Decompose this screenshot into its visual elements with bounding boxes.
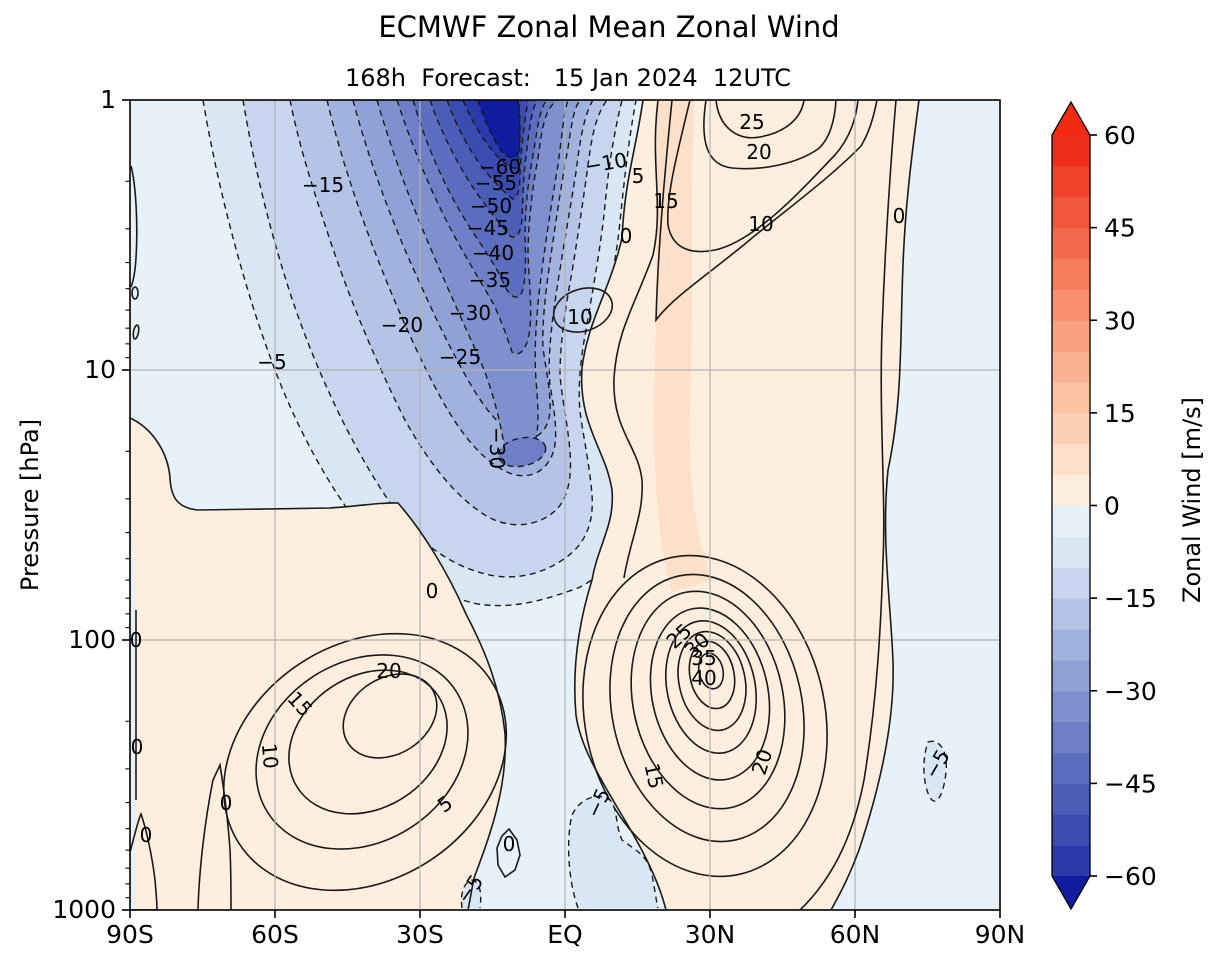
colorbar-segment [1052, 412, 1090, 445]
contour-lines [130, 100, 920, 910]
y-axis: 1 10 100 1000 [52, 85, 130, 924]
contour-label: 15 [640, 761, 669, 791]
colorbar-segment [1052, 320, 1090, 352]
contour-label: 40 [691, 666, 716, 690]
chart-subtitle: 168h Forecast: 15 Jan 2024 12UTC [344, 64, 792, 92]
colorbar-tick-label: 30 [1104, 306, 1136, 335]
colorbar-segment [1052, 598, 1090, 630]
chart-title: ECMWF Zonal Mean Zonal Wind [378, 10, 840, 44]
colorbar-segment [1052, 567, 1090, 599]
colorbar-tick-label: −45 [1104, 769, 1157, 798]
colorbar-segment [1052, 505, 1090, 537]
contour-label: −30 [485, 427, 509, 469]
x-tick-label: 30S [396, 920, 444, 949]
contour-label: 0 [426, 579, 439, 603]
y-tick-label: 1000 [52, 895, 116, 924]
colorbar-tick-label: 15 [1104, 399, 1136, 428]
contour-label: −30 [449, 301, 491, 325]
colorbar-segment [1052, 474, 1090, 507]
y-tick-label: 1 [100, 85, 116, 114]
colorbar-segment [1052, 629, 1090, 661]
colorbar-segment [1052, 814, 1090, 846]
colorbar-segment [1052, 351, 1090, 383]
colorbar-segment [1052, 227, 1090, 260]
colorbar-segment [1052, 783, 1090, 815]
colorbar-segment [1052, 258, 1090, 290]
contour-label: 25 [739, 110, 764, 134]
colorbar-segment [1052, 690, 1090, 723]
contour-label: 5 [632, 164, 645, 188]
colorbar-segment [1052, 289, 1090, 321]
colorbar-tick-label: −15 [1104, 584, 1157, 613]
contour-label: −45 [467, 216, 509, 240]
contour-label: −60 [479, 155, 521, 179]
x-tick-label: 60N [830, 920, 881, 949]
contour-label: −50 [470, 194, 512, 218]
colorbar-over-arrow [1052, 102, 1090, 135]
contour-label: 10 [748, 212, 773, 236]
colorbar-segment [1052, 536, 1090, 568]
contour-label: −40 [472, 241, 514, 265]
x-axis: 90S 60S 30S EQ 30N 60N 90N [106, 910, 1025, 949]
contour-label: −5 [257, 350, 286, 374]
contour-label: −25 [439, 345, 481, 369]
contour-label: 0 [503, 832, 516, 856]
contour-label: 0 [130, 628, 143, 652]
colorbar-tick-label: 60 [1104, 121, 1136, 150]
colorbar-tick-label: −30 [1104, 677, 1157, 706]
contour-label: 10 [567, 305, 592, 329]
contour-label: 0 [220, 791, 233, 815]
x-tick-label: 90N [975, 920, 1026, 949]
colorbar-segment [1052, 196, 1090, 229]
contour-label: 20 [376, 659, 401, 683]
y-tick-label: 100 [68, 625, 116, 654]
contour-label: 0 [620, 224, 633, 248]
colorbar-tick-label: −60 [1104, 862, 1157, 891]
colorbar-segment [1052, 135, 1090, 167]
colorbar-segment [1052, 659, 1090, 692]
x-tick-label: 90S [106, 920, 154, 949]
contour-label: 15 [653, 189, 678, 213]
contour-label: −55 [475, 171, 517, 195]
x-tick-label: 60S [251, 920, 299, 949]
x-tick-label: 30N [685, 920, 736, 949]
contour-label: −20 [381, 313, 423, 337]
colorbar: 60 45 30 15 0 −15 −30 −45 −60 [1051, 100, 1157, 911]
colorbar-segment [1052, 845, 1090, 877]
colorbar-segment [1052, 752, 1090, 784]
colorbar-segment [1052, 165, 1090, 198]
contour-label: −15 [302, 173, 344, 197]
gridlines [130, 100, 1000, 910]
contour-label: 20 [746, 140, 771, 164]
colorbar-tick-label: 0 [1104, 492, 1120, 521]
contour-label: 35 [691, 646, 716, 670]
colorbar-segment [1052, 382, 1090, 414]
contour-label: 0 [131, 735, 144, 759]
contour-label: −35 [469, 268, 511, 292]
contour-label: 10 [257, 742, 283, 769]
contour-label: 0 [140, 823, 153, 847]
y-tick-label: 10 [84, 355, 116, 384]
contour-label: 0 [893, 204, 906, 228]
colorbar-segment [1052, 443, 1090, 476]
colorbar-under-arrow [1052, 876, 1090, 909]
x-tick-label: EQ [547, 920, 582, 949]
colorbar-segment [1052, 721, 1090, 754]
colorbar-tick-label: 45 [1104, 214, 1136, 243]
